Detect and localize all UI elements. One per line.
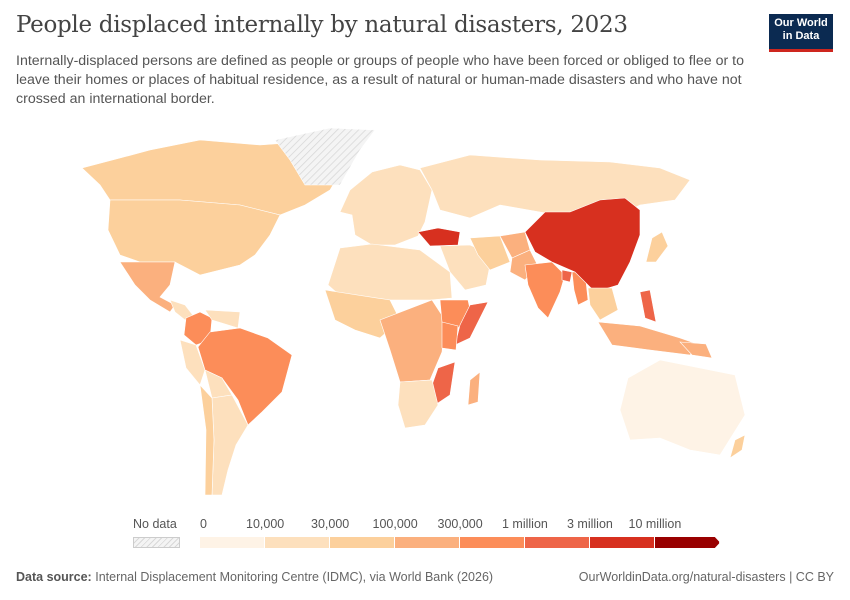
region-papua-new-guinea[interactable] [679, 341, 713, 359]
owid-logo[interactable]: Our World in Data [769, 14, 833, 52]
legend-tick-label: 300,000 [437, 517, 483, 531]
legend-tick-label: 0 [200, 517, 207, 531]
legend-bin[interactable] [525, 537, 590, 548]
legend-bin[interactable] [590, 537, 655, 548]
legend-bin[interactable] [330, 537, 395, 548]
region-europe[interactable] [339, 164, 433, 246]
region-central-africa[interactable] [379, 299, 446, 383]
region-indonesia[interactable] [597, 321, 701, 356]
logo-line1: Our World [774, 17, 828, 29]
region-united-states[interactable] [107, 199, 281, 276]
region-china[interactable] [524, 197, 641, 293]
region-southeast-asia[interactable] [587, 287, 619, 321]
legend-no-data-label: No data [133, 517, 177, 531]
region-madagascar[interactable] [467, 371, 481, 406]
legend-tick-label: 30,000 [311, 517, 350, 531]
data-source: Data source: Internal Displacement Monit… [16, 570, 493, 584]
region-north-africa[interactable] [327, 243, 453, 301]
region-west-africa[interactable] [324, 289, 401, 339]
legend-bin[interactable] [395, 537, 460, 548]
source-label: Data source: [16, 570, 92, 584]
legend-no-data-swatch [133, 537, 180, 548]
logo-line2: in Data [782, 30, 820, 42]
region-kenya[interactable] [441, 321, 459, 351]
region-southern-africa[interactable] [397, 379, 439, 429]
legend-bin[interactable] [265, 537, 330, 548]
region-australia[interactable] [619, 359, 746, 456]
region-japan[interactable] [645, 231, 669, 263]
chart-subtitle: Internally-displaced persons are defined… [16, 53, 744, 107]
region-iran[interactable] [469, 235, 511, 271]
region-somalia[interactable] [454, 301, 489, 346]
source-text: Internal Displacement Monitoring Centre … [95, 570, 494, 584]
region-chile[interactable] [199, 384, 215, 496]
legend-bin[interactable] [655, 537, 720, 548]
region-peru[interactable] [179, 339, 206, 386]
region-bangladesh[interactable] [561, 269, 573, 283]
region-india[interactable] [524, 261, 566, 319]
region-turkey[interactable] [417, 227, 461, 247]
region-brazil[interactable] [197, 327, 293, 426]
legend-tick-label: 1 million [502, 517, 548, 531]
region-mozambique[interactable] [431, 361, 456, 406]
chart-title: People displaced internally by natural d… [16, 12, 628, 38]
region-mexico[interactable] [119, 261, 176, 313]
legend-tick-label: 10 million [628, 517, 682, 531]
region-greenland[interactable] [274, 127, 376, 186]
region-new-zealand[interactable] [729, 434, 746, 459]
legend-tick-label: 100,000 [372, 517, 418, 531]
legend-tick-label: 3 million [567, 517, 613, 531]
world-map [81, 127, 746, 496]
legend-bin[interactable] [200, 537, 265, 548]
legend-bin[interactable] [460, 537, 525, 548]
legend-tick-label: 10,000 [246, 517, 285, 531]
region-philippines[interactable] [639, 289, 657, 323]
source-url[interactable]: OurWorldinData.org/natural-disasters | C… [578, 570, 834, 584]
